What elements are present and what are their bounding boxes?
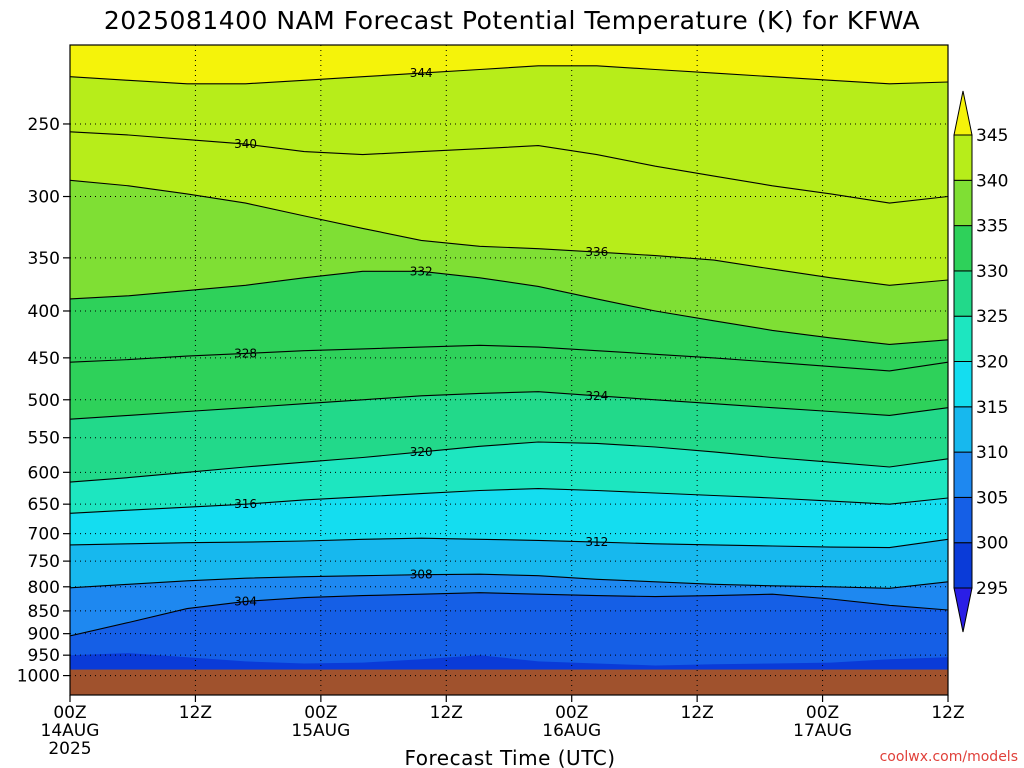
y-tick-label-600: 600 (28, 463, 60, 483)
y-tick-label-950: 950 (28, 646, 60, 666)
isotherm-label-312: 312 (585, 535, 608, 549)
isotherm-312 (69, 537, 949, 549)
colorbar-swatch-340 (953, 134, 973, 181)
y-tick-label-350: 350 (28, 249, 60, 269)
colorbar-label-310: 310 (976, 443, 1008, 463)
colorbar-label-335: 335 (976, 217, 1008, 237)
colorbar: 295 300 305 310 315 320 325 330 335 340 345 (953, 90, 1008, 633)
plot-frame (69, 44, 949, 696)
isotherm-304 (69, 592, 949, 637)
colorbar-swatch-305 (953, 451, 973, 498)
x-tick-label-24: 00Z (304, 703, 337, 723)
y-tick-label-800: 800 (28, 578, 60, 598)
colorbar-swatch-330 (953, 225, 973, 272)
color-bands (70, 45, 948, 696)
ground-below-surface (70, 669, 948, 695)
y-tick-label-750: 750 (28, 552, 60, 572)
isotherm-label-328: 328 (234, 346, 257, 360)
colorbar-label-345: 345 (976, 126, 1008, 146)
isotherm-332 (69, 270, 949, 345)
x-tick-label-12: 12Z (179, 703, 212, 723)
colorbar-swatch-335 (953, 179, 973, 227)
y-tick-label-250: 250 (28, 115, 60, 135)
x-tick-label-48: 00Z (555, 703, 588, 723)
colorbar-label-325: 325 (976, 307, 1008, 327)
y-tick-label-550: 550 (28, 429, 60, 449)
x-tick-year-0: 2025 (48, 739, 91, 759)
isotherm-320 (69, 441, 949, 483)
colorbar-arrow-high (953, 90, 973, 136)
colorbar-label-305: 305 (976, 488, 1008, 508)
x-tick-label-72: 00Z (806, 703, 839, 723)
isotherm-328 (69, 344, 949, 372)
isotherm-label-344: 344 (410, 66, 433, 80)
y-tick-label-300: 300 (28, 188, 60, 208)
x-tick-date-72: 17AUG (793, 721, 852, 741)
isotherm-344 (69, 65, 949, 85)
colorbar-label-340: 340 (976, 171, 1008, 191)
y-tick-label-850: 850 (28, 602, 60, 622)
colorbar-label-330: 330 (976, 262, 1008, 282)
x-tick-date-48: 16AUG (542, 721, 601, 741)
isotherm-label-308: 308 (410, 568, 433, 582)
x-axis-label: Forecast Time (UTC) (404, 746, 615, 768)
colorbar-swatch-300 (953, 496, 973, 544)
colorbar-swatch-315 (953, 361, 973, 408)
y-tick-label-1000: 1000 (17, 667, 60, 687)
y-tick-label-400: 400 (28, 302, 60, 322)
y-tick-label-500: 500 (28, 391, 60, 411)
x-tick-date-0: 14AUG (41, 721, 100, 741)
colorbar-swatch-320 (953, 315, 973, 363)
colorbar-arrow-low (953, 587, 973, 633)
isotherm-label-332: 332 (410, 264, 433, 278)
isotherm-label-340: 340 (234, 137, 257, 151)
x-tick-date-24: 15AUG (291, 721, 350, 741)
y-tick-label-900: 900 (28, 625, 60, 645)
isotherm-label-320: 320 (410, 445, 433, 459)
y-tick-label-450: 450 (28, 349, 60, 369)
colorbar-label-315: 315 (976, 398, 1008, 418)
isotherm-label-304: 304 (234, 594, 257, 608)
x-tick-label-0: 00Z (53, 703, 86, 723)
y-tick-label-700: 700 (28, 525, 60, 545)
colorbar-label-295: 295 (976, 579, 1008, 599)
isotherm-340 (69, 131, 949, 204)
credit-text: coolwx.com/models (880, 749, 1018, 765)
x-tick-label-84: 12Z (931, 703, 964, 723)
isotherm-336 (69, 179, 949, 286)
x-tick-label-60: 12Z (681, 703, 714, 723)
colorbar-swatch-310 (953, 406, 973, 453)
chart-title: 2025081400 NAM Forecast Potential Temper… (104, 6, 920, 35)
isotherm-316 (69, 488, 949, 514)
colorbar-label-320: 320 (976, 353, 1008, 373)
isotherm-label-324: 324 (585, 389, 608, 403)
isotherm-324 (69, 391, 949, 420)
colorbar-swatch-295 (953, 542, 973, 589)
y-tick-label-650: 650 (28, 495, 60, 515)
x-tick-label-36: 12Z (430, 703, 463, 723)
isotherm-label-336: 336 (585, 245, 608, 259)
colorbar-label-300: 300 (976, 534, 1008, 554)
y-axis: 250 300 350 400 450 500 550 600 650 700 750 800 850 9… (17, 115, 70, 687)
isotherm-308 (69, 573, 949, 589)
colorbar-swatch-325 (953, 270, 973, 317)
